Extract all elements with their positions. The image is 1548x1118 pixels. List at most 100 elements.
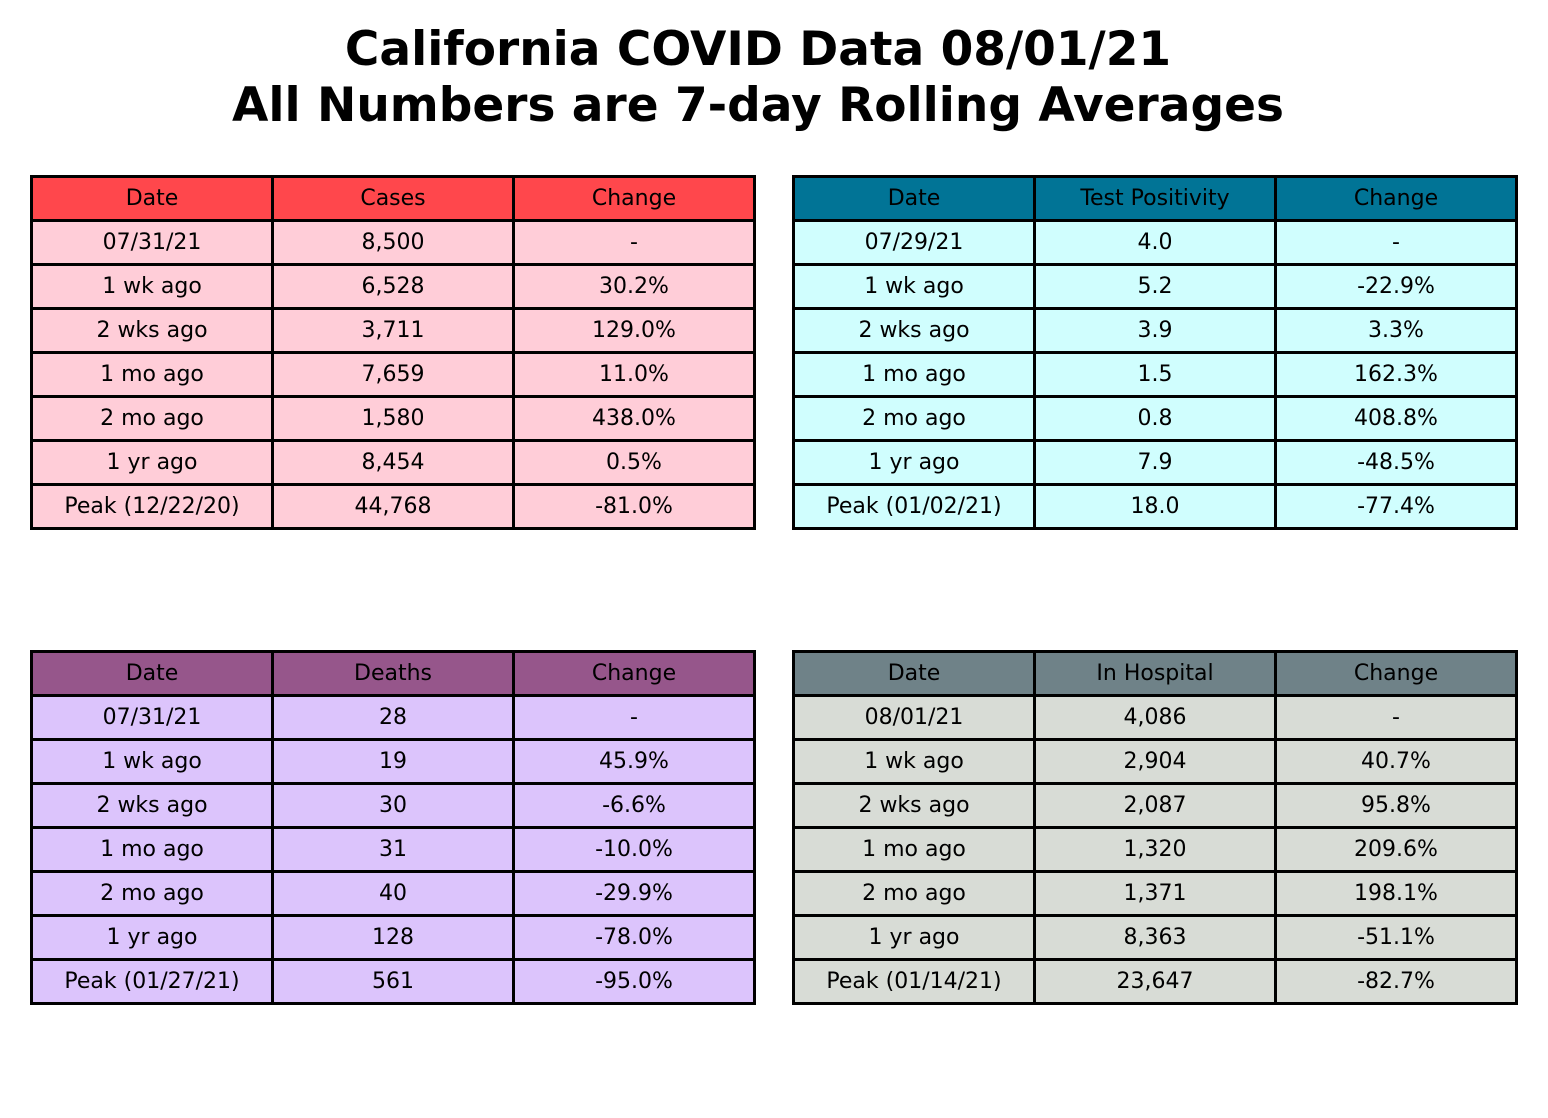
table-cell: 07/31/21 [30, 694, 274, 741]
table-cell: 198.1% [1274, 870, 1518, 917]
table-row: 1 mo ago 1,320 209.6% [792, 826, 1518, 873]
table-cell: 07/29/21 [792, 219, 1036, 266]
table-row: 08/01/21 4,086- [792, 694, 1518, 741]
table-row: 1 yr ago 128 -78.0% [30, 914, 756, 961]
table-cell: 2 wks ago [792, 307, 1036, 354]
table-row: 2 mo ago 40 -29.9% [30, 870, 756, 917]
table-cell: 1 wk ago [792, 738, 1036, 785]
table-row: Peak (01/14/21) 23,647 -82.7% [792, 958, 1518, 1005]
column-header: Test Positivity [1033, 175, 1277, 222]
table-cell: 561 [271, 958, 515, 1005]
table-row: Peak (01/02/21) 18.0 -77.4% [792, 483, 1518, 530]
table-cell: 45.9% [512, 738, 756, 785]
table-row: 07/31/21 28- [30, 694, 756, 741]
table-row: 1 wk ago 6,528 30.2% [30, 263, 756, 310]
column-header: Date [30, 175, 274, 222]
table-cell: 4,086 [1033, 694, 1277, 741]
table-cell: 28 [271, 694, 515, 741]
table-cell: 95.8% [1274, 782, 1518, 829]
table-cell: 07/31/21 [30, 219, 274, 266]
table-cell: 209.6% [1274, 826, 1518, 873]
table-row: 1 wk ago 5.2 -22.9% [792, 263, 1518, 310]
table-cell: -51.1% [1274, 914, 1518, 961]
column-header: Deaths [271, 650, 515, 697]
table-cell: 4.0 [1033, 219, 1277, 266]
table-cell: -78.0% [512, 914, 756, 961]
table-cell: Peak (01/27/21) [30, 958, 274, 1005]
table-cell: 6,528 [271, 263, 515, 310]
table-cell: -95.0% [512, 958, 756, 1005]
table-cell: - [512, 219, 756, 266]
table-row: 07/29/21 4.0- [792, 219, 1518, 266]
table-cell: Peak (01/02/21) [792, 483, 1036, 530]
table-row: 1 yr ago 8,454 0.5% [30, 439, 756, 486]
table-cell: 1.5 [1033, 351, 1277, 398]
title-line-2: All Numbers are 7-day Rolling Averages [232, 78, 1284, 133]
table-cell: 18.0 [1033, 483, 1277, 530]
table-cell: 2,904 [1033, 738, 1277, 785]
table-cell: 2,087 [1033, 782, 1277, 829]
table-cell: 1 yr ago [792, 914, 1036, 961]
table-cell: 3.3% [1274, 307, 1518, 354]
column-header: Change [1274, 650, 1518, 697]
column-header: Change [512, 175, 756, 222]
table-cell: 3.9 [1033, 307, 1277, 354]
table-cell: -77.4% [1274, 483, 1518, 530]
page-title: California COVID Data 08/01/21 All Numbe… [0, 22, 1516, 134]
table-row: Peak (12/22/20) 44,768 -81.0% [30, 483, 756, 530]
table-cell: 1 yr ago [30, 439, 274, 486]
table-cell: 7,659 [271, 351, 515, 398]
table-row: 2 mo ago 0.8 408.8% [792, 395, 1518, 442]
table-cell: - [512, 694, 756, 741]
column-header: Cases [271, 175, 515, 222]
table-row: 1 wk ago 19 45.9% [30, 738, 756, 785]
table-cell: 128 [271, 914, 515, 961]
table-cell: 2 mo ago [30, 395, 274, 442]
table-cell: -22.9% [1274, 263, 1518, 310]
table-cell: 129.0% [512, 307, 756, 354]
table-cell: 31 [271, 826, 515, 873]
table-cell: 1 yr ago [30, 914, 274, 961]
table-cell: -82.7% [1274, 958, 1518, 1005]
table-row: 1 yr ago 8,363 -51.1% [792, 914, 1518, 961]
table-cell: 2 mo ago [792, 870, 1036, 917]
table-cell: 1 mo ago [792, 351, 1036, 398]
table-row: 2 mo ago 1,371 198.1% [792, 870, 1518, 917]
table-cell: 1,371 [1033, 870, 1277, 917]
cases-table: Date Cases Change 07/31/21 8,500-1 wk ago 6,5… [30, 175, 756, 530]
table-cell: -6.6% [512, 782, 756, 829]
column-header: Date [792, 175, 1036, 222]
table-cell: 1 mo ago [792, 826, 1036, 873]
table-row: 2 mo ago 1,580 438.0% [30, 395, 756, 442]
table-row: 2 wks ago 3.9 3.3% [792, 307, 1518, 354]
table-row: 1 wk ago 2,904 40.7% [792, 738, 1518, 785]
table-cell: Peak (12/22/20) [30, 483, 274, 530]
table-cell: 3,711 [271, 307, 515, 354]
table-cell: 2 wks ago [30, 307, 274, 354]
table-cell: 30 [271, 782, 515, 829]
table-row: 07/31/21 8,500- [30, 219, 756, 266]
table-row: 1 mo ago 1.5 162.3% [792, 351, 1518, 398]
table-row: 1 mo ago 31 -10.0% [30, 826, 756, 873]
table-cell: -48.5% [1274, 439, 1518, 486]
table-cell: 408.8% [1274, 395, 1518, 442]
table-cell: 2 wks ago [30, 782, 274, 829]
table-cell: 8,363 [1033, 914, 1277, 961]
table-cell: - [1274, 694, 1518, 741]
table-cell: Peak (01/14/21) [792, 958, 1036, 1005]
table-cell: 1,580 [271, 395, 515, 442]
column-header: In Hospital [1033, 650, 1277, 697]
table-cell: 40.7% [1274, 738, 1518, 785]
title-line-1: California COVID Data 08/01/21 [344, 22, 1172, 77]
table-cell: 2 mo ago [792, 395, 1036, 442]
table-cell: 1 wk ago [30, 263, 274, 310]
table-cell: - [1274, 219, 1518, 266]
table-cell: 1 yr ago [792, 439, 1036, 486]
table-cell: 1 mo ago [30, 351, 274, 398]
table-cell: 162.3% [1274, 351, 1518, 398]
table-cell: 08/01/21 [792, 694, 1036, 741]
table-row: 1 mo ago 7,659 11.0% [30, 351, 756, 398]
column-header: Change [512, 650, 756, 697]
table-header-row: Date Cases Change [30, 175, 756, 222]
table-cell: 5.2 [1033, 263, 1277, 310]
